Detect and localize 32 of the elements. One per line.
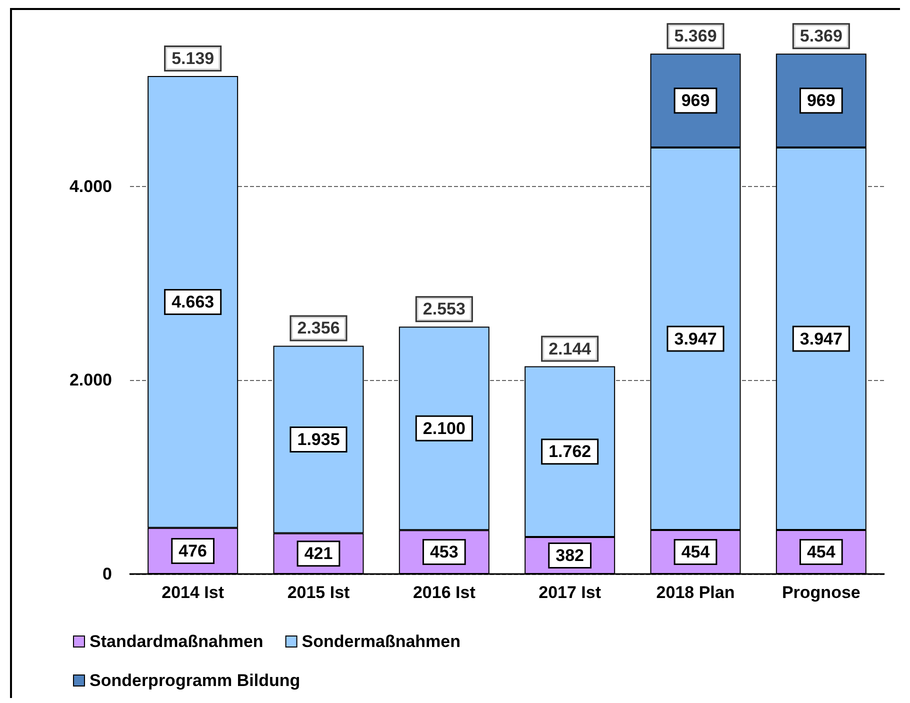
data-label: 4.663 <box>172 292 214 312</box>
data-label: 1.762 <box>548 442 592 462</box>
data-label: 3.947 <box>800 329 842 348</box>
x-tick-label: 2016 Ist <box>412 583 476 602</box>
x-tick-label: 2018 Plan <box>656 583 735 602</box>
data-label: 2.100 <box>422 418 466 438</box>
total-label: 2.553 <box>422 300 466 319</box>
legend-label: Standardmaßnahmen <box>90 632 264 651</box>
y-tick-label: 4.000 <box>69 176 112 196</box>
x-tick-label: 2015 Ist <box>287 583 350 602</box>
legend-label: Sondermaßnahmen <box>302 632 461 651</box>
data-label: 3.947 <box>674 329 717 348</box>
x-tick-label: 2017 Ist <box>538 583 602 602</box>
data-label: 969 <box>806 91 836 110</box>
data-label: 382 <box>556 546 584 565</box>
total-label: 2.356 <box>297 318 340 338</box>
data-label: 969 <box>681 91 710 110</box>
y-tick-label: 0 <box>102 564 112 584</box>
data-label: 454 <box>806 542 836 562</box>
x-tick-label: Prognose <box>782 583 860 602</box>
total-label: 5.369 <box>674 26 717 46</box>
y-tick-label: 2.000 <box>69 370 112 390</box>
legend-label: Sonderprogramm Bildung <box>90 671 300 690</box>
x-tick-label: 2014 Ist <box>162 583 224 602</box>
total-label: 5.369 <box>800 26 842 46</box>
total-label: 2.144 <box>548 339 592 358</box>
data-label: 476 <box>178 541 208 560</box>
data-label: 453 <box>430 542 458 562</box>
data-label: 454 <box>681 542 710 562</box>
data-label: 421 <box>304 544 333 564</box>
total-label: 5.139 <box>172 49 214 68</box>
data-label: 1.935 <box>297 430 340 449</box>
